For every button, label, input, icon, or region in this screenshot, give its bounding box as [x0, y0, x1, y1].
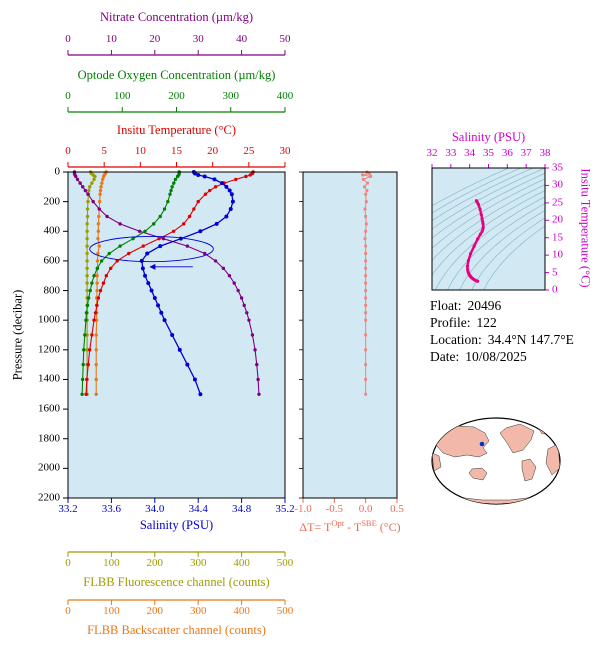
main-plot-border — [67, 171, 286, 499]
ts-curve — [465, 199, 485, 283]
salinity-profile-line — [139, 170, 235, 397]
nitrate-profile-line — [72, 170, 261, 396]
main-plot-area — [68, 172, 285, 498]
salinity-spike-ellipse — [89, 236, 214, 263]
insitu-temperature-profile-line — [84, 170, 255, 396]
delta-t-plot-area — [303, 172, 397, 498]
ts-plot-border — [431, 167, 546, 291]
backscatter-profile-line — [94, 170, 108, 396]
float-location-marker — [479, 441, 485, 447]
delta-t-plot-border — [302, 171, 398, 499]
isopycnal-contours — [432, 168, 545, 290]
oxygen-profile-line — [80, 170, 181, 396]
